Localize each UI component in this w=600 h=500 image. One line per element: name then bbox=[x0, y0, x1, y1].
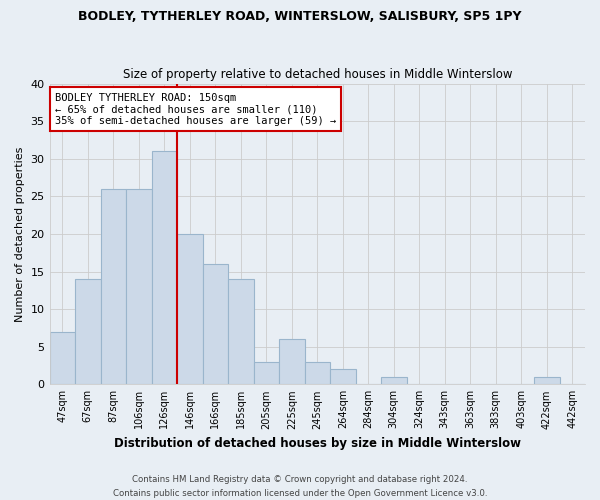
Bar bbox=[228, 279, 254, 384]
Bar bbox=[152, 151, 177, 384]
Bar bbox=[330, 370, 356, 384]
Bar bbox=[126, 189, 152, 384]
Bar bbox=[75, 279, 101, 384]
Bar bbox=[381, 377, 407, 384]
Bar bbox=[305, 362, 330, 384]
Text: Contains HM Land Registry data © Crown copyright and database right 2024.
Contai: Contains HM Land Registry data © Crown c… bbox=[113, 476, 487, 498]
Bar bbox=[50, 332, 75, 384]
Bar bbox=[534, 377, 560, 384]
Bar bbox=[177, 234, 203, 384]
X-axis label: Distribution of detached houses by size in Middle Winterslow: Distribution of detached houses by size … bbox=[114, 437, 521, 450]
Title: Size of property relative to detached houses in Middle Winterslow: Size of property relative to detached ho… bbox=[122, 68, 512, 81]
Bar bbox=[203, 264, 228, 384]
Text: BODLEY, TYTHERLEY ROAD, WINTERSLOW, SALISBURY, SP5 1PY: BODLEY, TYTHERLEY ROAD, WINTERSLOW, SALI… bbox=[78, 10, 522, 23]
Y-axis label: Number of detached properties: Number of detached properties bbox=[15, 146, 25, 322]
Bar bbox=[279, 339, 305, 384]
Text: BODLEY TYTHERLEY ROAD: 150sqm
← 65% of detached houses are smaller (110)
35% of : BODLEY TYTHERLEY ROAD: 150sqm ← 65% of d… bbox=[55, 92, 336, 126]
Bar bbox=[254, 362, 279, 384]
Bar bbox=[101, 189, 126, 384]
